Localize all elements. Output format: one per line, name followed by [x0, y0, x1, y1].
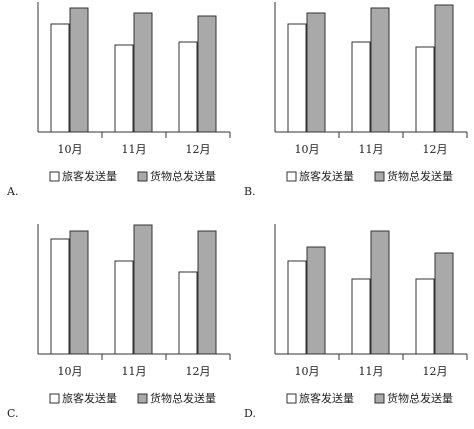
- bar: [351, 278, 371, 355]
- legend-label: 旅客发送量: [299, 391, 354, 405]
- legend-swatch: [49, 393, 60, 404]
- bar: [50, 23, 70, 133]
- x-tick-label: 10月: [58, 143, 83, 156]
- legend-swatch: [137, 393, 148, 404]
- bar: [133, 224, 153, 355]
- legend-label: 货物总发送量: [150, 391, 216, 405]
- bar: [114, 44, 134, 133]
- legend-swatch: [374, 393, 385, 404]
- x-tick-label: 11月: [359, 143, 384, 156]
- bar: [133, 12, 153, 133]
- bar: [415, 278, 435, 355]
- legend-label: 旅客发送量: [299, 169, 354, 183]
- x-tick-label: 12月: [423, 365, 448, 378]
- bar: [178, 41, 198, 133]
- bar: [69, 230, 89, 355]
- x-tick-label: 10月: [58, 365, 83, 378]
- bar: [287, 260, 307, 355]
- bar: [197, 230, 217, 355]
- bar: [287, 23, 307, 133]
- legend-label: 旅客发送量: [62, 391, 117, 405]
- bar: [178, 271, 198, 355]
- legend-swatch: [286, 171, 297, 182]
- legend-swatch: [374, 171, 385, 182]
- panel-label: A.: [6, 185, 18, 198]
- legend-label: 货物总发送量: [387, 391, 453, 405]
- bar: [197, 15, 217, 133]
- panel-label: B.: [244, 185, 256, 198]
- bar: [434, 252, 454, 355]
- x-tick-label: 11月: [359, 365, 384, 378]
- legend-label: 货物总发送量: [387, 169, 453, 183]
- x-tick-label: 10月: [295, 143, 320, 156]
- x-tick-label: 10月: [295, 365, 320, 378]
- bar: [306, 12, 326, 133]
- panel-label: C.: [7, 407, 19, 420]
- bar: [306, 246, 326, 355]
- bar: [415, 46, 435, 133]
- bar: [351, 41, 371, 133]
- x-tick-label: 12月: [423, 143, 448, 156]
- bar: [50, 238, 70, 355]
- legend-swatch: [137, 171, 148, 182]
- bar: [370, 7, 390, 133]
- bar: [434, 4, 454, 133]
- legend-swatch: [49, 171, 60, 182]
- x-tick-label: 11月: [122, 143, 147, 156]
- x-tick-label: 12月: [186, 365, 211, 378]
- bar: [69, 7, 89, 133]
- x-tick-label: 11月: [122, 365, 147, 378]
- legend-label: 旅客发送量: [62, 169, 117, 183]
- bar: [114, 260, 134, 355]
- legend-label: 货物总发送量: [150, 169, 216, 183]
- panel-label: D.: [244, 407, 256, 420]
- x-tick-label: 12月: [186, 143, 211, 156]
- legend-swatch: [286, 393, 297, 404]
- bar: [370, 230, 390, 355]
